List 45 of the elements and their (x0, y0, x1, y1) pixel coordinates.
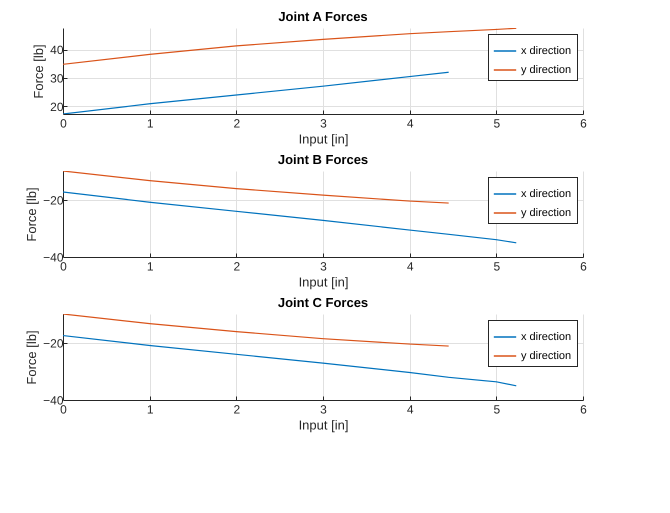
y-axis-title: Force [lb] (31, 44, 46, 99)
chart-title: Joint A Forces (278, 9, 368, 24)
chart-title: Joint B Forces (278, 152, 368, 167)
x-axis-title: Input [in] (298, 418, 348, 432)
legend-label: x direction (521, 45, 572, 57)
x-tick-label: 1 (146, 402, 154, 416)
line-series (63, 334, 517, 386)
line-series (63, 171, 450, 204)
line-series (63, 191, 517, 244)
line-series (63, 28, 517, 65)
legend-label: x direction (521, 331, 572, 343)
legend-label: y direction (521, 350, 572, 362)
x-tick-label: 2 (233, 116, 240, 130)
x-tick-label: 6 (580, 402, 588, 416)
x-tick-label: 2 (233, 260, 240, 274)
x-axis-title: Input [in] (298, 274, 348, 290)
legend-label: y direction (521, 64, 572, 76)
x-tick-label: 4 (406, 260, 414, 274)
x-tick-label: 5 (493, 260, 500, 274)
line-series (63, 72, 450, 114)
x-tick-label: 1 (146, 260, 154, 274)
x-tick-label: 5 (493, 402, 500, 416)
chart-title: Joint C Forces (278, 295, 368, 310)
y-axis-title: Force [lb] (24, 330, 40, 385)
x-tick-label: 6 (580, 260, 588, 274)
y-tick-label: 20 (50, 100, 64, 114)
legend-label: y direction (521, 207, 572, 219)
x-tick-label: 2 (233, 402, 240, 416)
x-tick-label: 6 (580, 116, 588, 130)
y-axis-title: Force [lb] (24, 187, 40, 242)
x-tick-label: 0 (60, 116, 68, 130)
y-tick-label: 30 (50, 71, 64, 86)
y-tick-label: 40 (50, 43, 64, 58)
x-tick-label: 5 (493, 116, 500, 130)
x-tick-label: 4 (406, 116, 414, 130)
y-tick-label: −20 (43, 336, 64, 351)
x-tick-label: 1 (146, 116, 154, 130)
x-tick-label: 4 (406, 402, 414, 416)
x-tick-label: 3 (320, 260, 328, 274)
x-tick-label: 3 (320, 116, 328, 130)
x-tick-label: 3 (320, 402, 328, 416)
legend-label: x direction (521, 188, 572, 200)
line-series (63, 314, 450, 347)
y-tick-label: −20 (43, 194, 64, 208)
x-axis-title: Input [in] (298, 132, 348, 146)
